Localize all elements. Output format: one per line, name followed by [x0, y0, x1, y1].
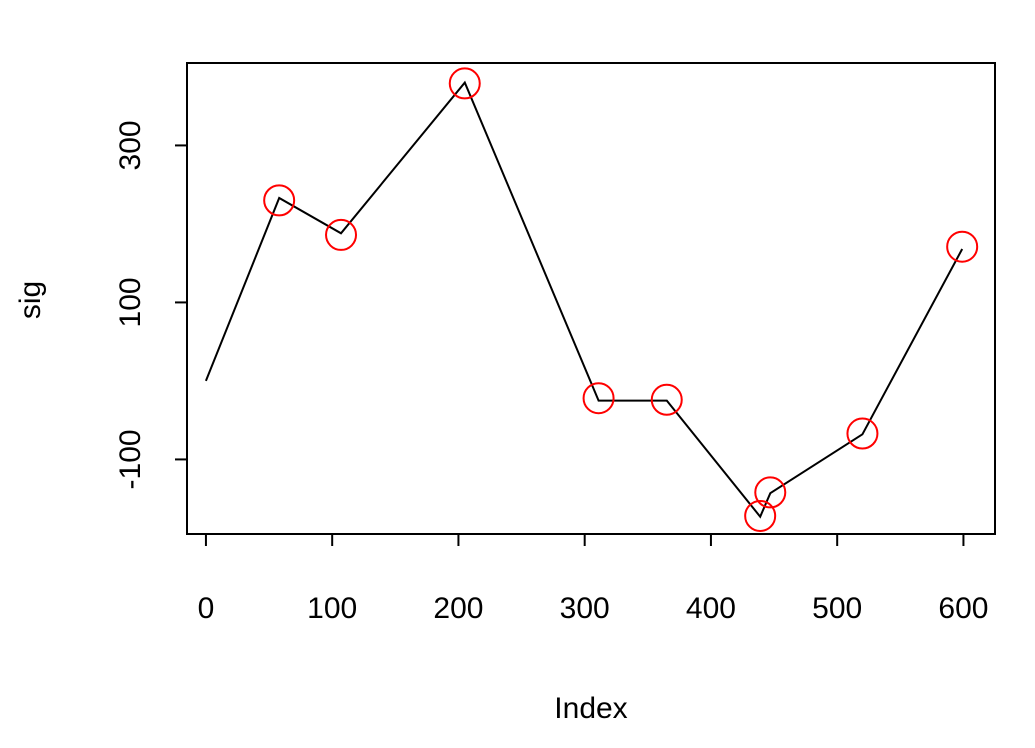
x-tick-label: 300 — [560, 592, 610, 625]
x-tick-label: 500 — [812, 592, 862, 625]
x-tick-label: 0 — [198, 592, 215, 625]
point-marker — [946, 230, 979, 263]
y-tick-label: 100 — [114, 277, 147, 327]
point-marker — [325, 218, 358, 251]
point-markers — [263, 67, 979, 532]
y-tick-label: 300 — [114, 120, 147, 170]
x-tick-label: 200 — [433, 592, 483, 625]
point-marker — [263, 184, 296, 217]
y-tick-label: -100 — [114, 429, 147, 489]
point-marker — [448, 67, 481, 100]
point-marker — [582, 382, 615, 415]
point-marker — [846, 417, 879, 450]
plot-frame — [186, 62, 996, 535]
y-axis-label: sig — [14, 281, 47, 319]
series-line — [204, 80, 964, 519]
x-tick-label: 600 — [938, 592, 988, 625]
x-axis: 0 100 200 300 400 500 600 — [198, 533, 988, 625]
point-marker — [650, 383, 683, 416]
point-marker — [754, 476, 787, 509]
y-axis: -100 100 300 — [114, 120, 188, 489]
x-axis-label: Index — [554, 692, 627, 725]
x-tick-label: 100 — [307, 592, 357, 625]
point-marker — [744, 499, 777, 532]
x-tick-label: 400 — [686, 592, 736, 625]
